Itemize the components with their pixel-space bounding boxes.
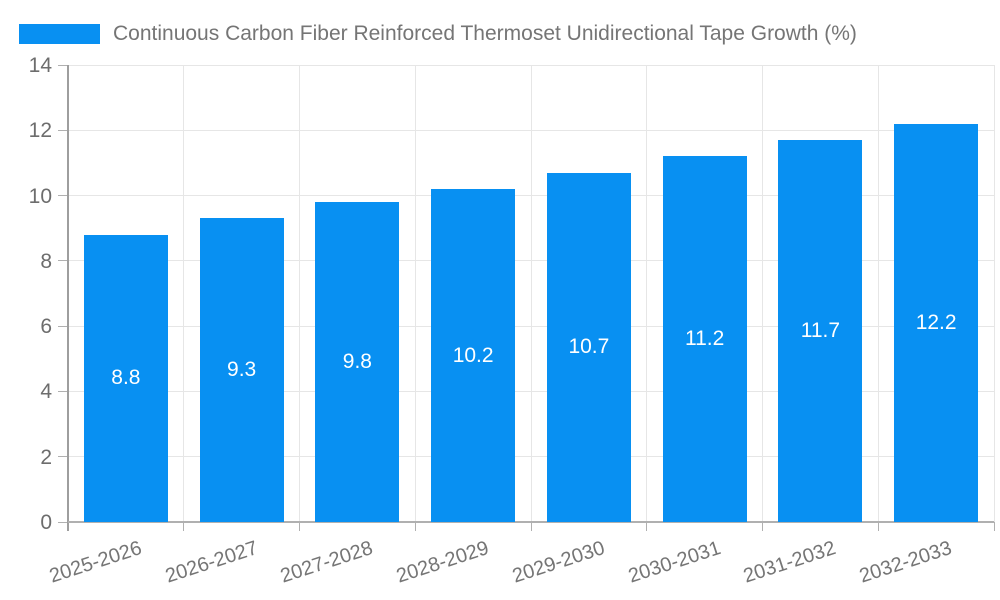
x-axis-tick xyxy=(877,522,879,531)
x-axis-tick xyxy=(762,522,763,531)
x-axis-tick xyxy=(183,522,185,531)
x-axis-tick xyxy=(414,522,416,531)
y-axis-tick xyxy=(58,521,68,523)
y-axis-tick-label: 12 xyxy=(28,119,52,143)
gridline-vertical xyxy=(646,65,648,522)
y-axis-tick-label: 0 xyxy=(40,511,52,534)
bar[interactable] xyxy=(662,156,747,522)
legend-swatch-icon xyxy=(19,24,100,44)
legend-item[interactable]: Continuous Carbon Fiber Reinforced Therm… xyxy=(19,22,857,46)
y-axis-tick-label: 4 xyxy=(40,380,52,404)
x-axis-line xyxy=(68,521,994,523)
bar[interactable] xyxy=(431,189,516,522)
x-axis-tick xyxy=(299,522,300,531)
y-axis-tick-label: 2 xyxy=(40,445,52,469)
gridline-vertical xyxy=(877,65,879,522)
gridline-vertical xyxy=(183,65,185,522)
x-axis-tick xyxy=(993,522,995,531)
y-axis-tick xyxy=(58,64,68,66)
bar[interactable] xyxy=(546,172,631,522)
y-axis-line xyxy=(67,65,69,531)
y-axis-tick-label: 8 xyxy=(40,249,52,273)
bar[interactable] xyxy=(778,140,863,522)
y-axis-tick xyxy=(58,456,68,458)
y-axis-tick xyxy=(58,260,68,262)
bar[interactable] xyxy=(315,202,400,522)
y-axis-tick-label: 6 xyxy=(40,315,52,339)
y-axis-tick xyxy=(58,390,68,392)
bar[interactable] xyxy=(83,234,168,522)
gridline-vertical xyxy=(299,65,300,522)
bar[interactable] xyxy=(894,123,979,522)
gridline-vertical xyxy=(762,65,763,522)
gridline-vertical xyxy=(993,65,995,522)
x-axis-tick xyxy=(646,522,648,531)
gridline-vertical xyxy=(414,65,416,522)
chart-title: Continuous Carbon Fiber Reinforced Therm… xyxy=(113,22,857,45)
y-axis-tick-label: 10 xyxy=(28,184,52,208)
y-axis-tick-label: 14 xyxy=(28,54,52,77)
bar[interactable] xyxy=(199,218,284,522)
gridline-vertical xyxy=(530,65,532,522)
y-axis-tick xyxy=(58,195,68,197)
y-axis-tick xyxy=(58,129,68,131)
x-axis-tick xyxy=(530,522,532,531)
y-axis-tick xyxy=(58,325,68,327)
